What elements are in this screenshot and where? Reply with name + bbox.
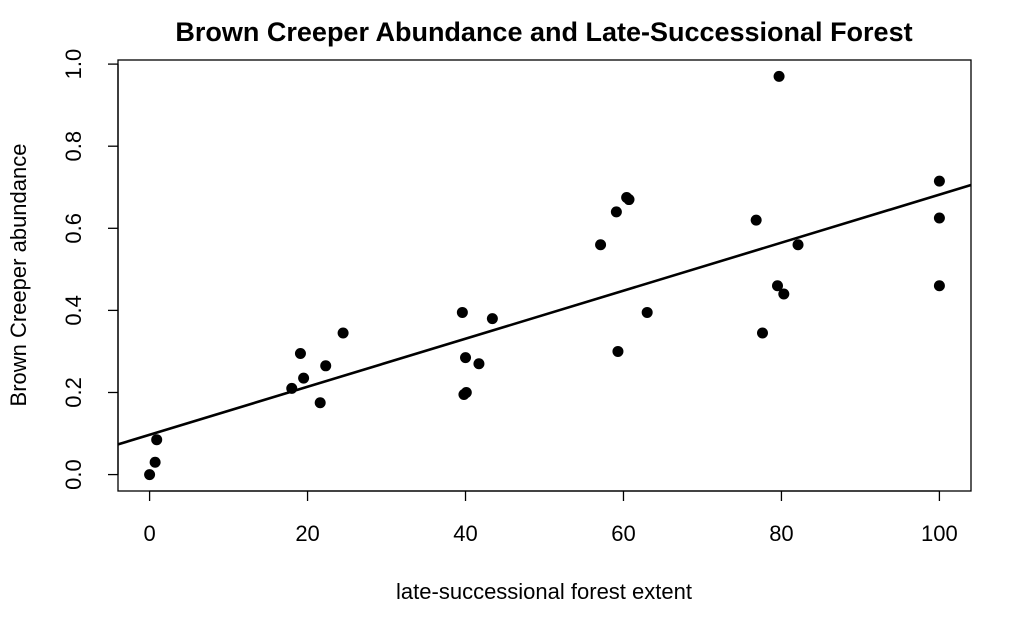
x-tick-label: 40 (453, 521, 477, 546)
data-point (456, 306, 468, 318)
y-tick-label: 0.8 (61, 131, 86, 162)
data-point (314, 397, 326, 409)
data-point (320, 360, 332, 372)
plot-frame (117, 59, 972, 492)
x-axis: 0 20 40 60 80 100 (143, 490, 958, 546)
data-point (294, 347, 306, 359)
x-tick-label: 20 (295, 521, 319, 546)
data-point (595, 239, 607, 251)
y-tick-label: 0.4 (61, 295, 86, 326)
data-point (151, 434, 163, 446)
data-point (610, 206, 622, 218)
data-point (778, 288, 790, 300)
x-tick-label: 60 (611, 521, 635, 546)
chart-title: Brown Creeper Abundance and Late-Success… (175, 17, 912, 47)
regression-line (117, 183, 972, 446)
x-axis-title: late-successional forest extent (396, 579, 692, 604)
data-point (933, 212, 945, 224)
data-point (460, 386, 472, 398)
x-tick-label: 100 (921, 521, 958, 546)
data-point (771, 280, 783, 292)
y-tick-label: 1.0 (61, 49, 86, 80)
data-point (612, 345, 624, 357)
data-point (486, 313, 498, 325)
data-point (149, 456, 161, 468)
data-points (144, 70, 945, 481)
data-point (623, 194, 635, 206)
data-point (473, 358, 485, 370)
x-tick-label: 80 (769, 521, 793, 546)
data-point (460, 352, 472, 364)
data-point (337, 327, 349, 339)
data-point (298, 372, 310, 384)
x-tick-label: 0 (143, 521, 155, 546)
regression-line-group (117, 183, 972, 446)
y-tick-label: 0.2 (61, 377, 86, 408)
y-tick-label: 0.0 (61, 459, 86, 490)
data-point (750, 214, 762, 226)
data-point (641, 306, 653, 318)
data-point (792, 239, 804, 251)
data-point (756, 327, 768, 339)
data-point (773, 70, 785, 82)
data-point (933, 175, 945, 187)
y-axis: 0.0 0.2 0.4 0.6 0.8 1.0 (61, 49, 119, 490)
data-point (144, 469, 156, 481)
y-tick-label: 0.6 (61, 213, 86, 244)
data-point (933, 280, 945, 292)
y-axis-title: Brown Creeper abundance (6, 144, 31, 407)
